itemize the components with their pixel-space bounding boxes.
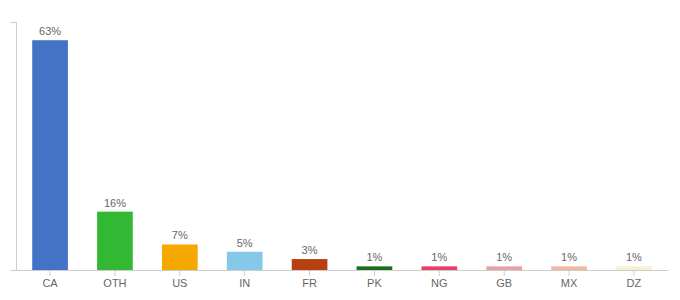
- x-tick-mark: [309, 270, 310, 276]
- data-label: 3%: [302, 244, 318, 256]
- x-tick: MX: [561, 270, 578, 289]
- bar: [551, 266, 587, 270]
- bar: [292, 259, 328, 270]
- x-tick: CA: [42, 270, 58, 289]
- y-axis: [10, 23, 17, 271]
- data-label: 1%: [496, 251, 512, 263]
- bar: [97, 212, 133, 270]
- plot-area: CA OTH US IN FR PK NG GB MX DZ 63% 16% 7% 5% 3% 1% 1% 1% 1…: [10, 23, 669, 289]
- data-labels: 63% 16% 7% 5% 3% 1% 1% 1% 1% 1%: [39, 25, 642, 263]
- x-tick-label: MX: [561, 277, 578, 289]
- x-tick: FR: [302, 270, 317, 289]
- x-tick-mark: [374, 270, 375, 276]
- x-axis: CA OTH US IN FR PK NG GB MX DZ: [17, 270, 669, 289]
- x-tick-label: GB: [496, 277, 512, 289]
- x-tick: US: [172, 270, 187, 289]
- data-label: 1%: [366, 251, 382, 263]
- chart-container: CA OTH US IN FR PK NG GB MX DZ 63% 16% 7% 5% 3% 1% 1% 1% 1…: [0, 0, 680, 300]
- x-tick-label: FR: [302, 277, 317, 289]
- x-tick-label: NG: [431, 277, 448, 289]
- bar: [162, 244, 198, 270]
- bar: [32, 40, 68, 270]
- x-tick-mark: [504, 270, 505, 276]
- x-tick: IN: [239, 270, 250, 289]
- bar: [357, 266, 393, 270]
- x-tick: PK: [367, 270, 382, 289]
- data-label: 5%: [237, 237, 253, 249]
- x-tick: GB: [496, 270, 512, 289]
- data-label: 63%: [39, 25, 61, 37]
- bars: [32, 40, 652, 270]
- x-tick-mark: [439, 270, 440, 276]
- x-tick-label: US: [172, 277, 187, 289]
- x-tick: OTH: [103, 270, 126, 289]
- x-tick-mark: [244, 270, 245, 276]
- x-tick-mark: [633, 270, 634, 276]
- x-tick-label: OTH: [103, 277, 126, 289]
- bar: [616, 266, 652, 270]
- data-label: 1%: [626, 251, 642, 263]
- x-tick-label: IN: [239, 277, 250, 289]
- x-axis-line: [17, 270, 669, 271]
- x-tick: DZ: [627, 270, 642, 289]
- bar: [227, 252, 263, 270]
- bar: [421, 266, 457, 270]
- x-tick-mark: [50, 270, 51, 276]
- x-tick-label: CA: [42, 277, 58, 289]
- x-tick-mark: [569, 270, 570, 276]
- x-tick-mark: [114, 270, 115, 276]
- data-label: 1%: [431, 251, 447, 263]
- x-tick-label: DZ: [627, 277, 642, 289]
- chart-svg: CA OTH US IN FR PK NG GB MX DZ 63% 16% 7% 5% 3% 1% 1% 1% 1…: [0, 0, 680, 300]
- x-tick: NG: [431, 270, 448, 289]
- data-label: 16%: [104, 197, 126, 209]
- data-label: 1%: [561, 251, 577, 263]
- y-axis-line: [10, 23, 17, 271]
- x-tick-mark: [179, 270, 180, 276]
- x-tick-label: PK: [367, 277, 382, 289]
- data-label: 7%: [172, 229, 188, 241]
- bar: [486, 266, 522, 270]
